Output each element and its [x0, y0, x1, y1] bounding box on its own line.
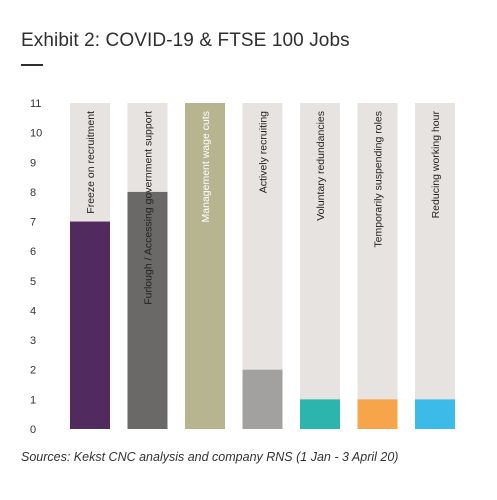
bar-background	[300, 103, 340, 429]
y-tick-label: 3	[30, 335, 36, 347]
y-tick-label: 11	[30, 98, 41, 110]
y-tick-label: 8	[30, 187, 36, 199]
bar	[70, 221, 110, 429]
bar-background	[415, 103, 455, 429]
bar-category-label: Voluntary redundancies	[315, 111, 327, 221]
y-tick-label: 7	[30, 217, 36, 229]
bar	[127, 191, 168, 429]
y-tick-label: 2	[30, 365, 36, 377]
bar-chart: 0 1 2 3 4 5 6 7 8 9 10 11 Freeze on recruitment Furl…	[30, 98, 455, 436]
y-tick-label: 4	[30, 305, 36, 317]
bar-category-label: Actively recruiting	[258, 111, 270, 193]
bar	[185, 103, 225, 429]
bar	[242, 369, 283, 429]
bar	[357, 399, 398, 429]
bar-category-label: Freeze on recruitment	[85, 111, 97, 214]
y-tick-label: 6	[30, 246, 36, 258]
bar-category-label: Reducing working hour	[430, 111, 442, 219]
bar-category-label: Furlough / Accessing government support	[143, 111, 155, 305]
source-note: Sources: Kekst CNC analysis and company …	[21, 450, 399, 464]
bars	[70, 103, 455, 429]
bar	[300, 399, 340, 429]
bar	[415, 399, 455, 429]
y-axis: 0 1 2 3 4 5 6 7 8 9 10 11	[30, 98, 42, 436]
y-tick-label: 1	[30, 394, 36, 406]
y-tick-label: 5	[30, 276, 36, 288]
bar-background	[357, 103, 398, 429]
title-underline	[21, 64, 43, 66]
chart-title: Exhibit 2: COVID-19 & FTSE 100 Jobs	[21, 30, 350, 51]
y-tick-label: 10	[30, 128, 42, 140]
bar-category-label: Management wage cuts	[200, 111, 212, 222]
bar-labels: Freeze on recruitment Furlough / Accessin…	[85, 111, 442, 305]
bar-category-label: Temporarily suspending roles	[373, 111, 385, 248]
y-tick-label: 9	[30, 157, 36, 169]
y-tick-label: 0	[30, 424, 36, 436]
